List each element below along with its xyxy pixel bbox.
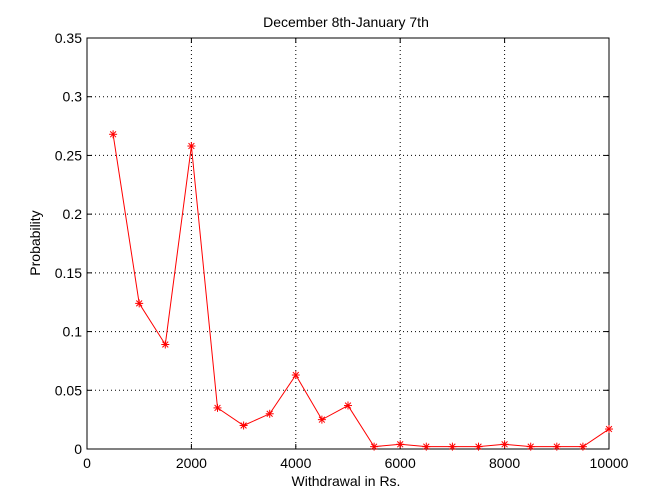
- chart-title: December 8th-January 7th: [263, 14, 429, 30]
- y-tick-label: 0.35: [55, 30, 82, 46]
- data-point-marker: [135, 299, 144, 308]
- x-tick-label: 4000: [280, 455, 311, 471]
- axis-ticks: 0 2000 4000 6000 8000 10000 0 0.05 0.1 0.15 0.2 0.2…: [55, 30, 629, 471]
- y-tick-label: 0.2: [63, 206, 83, 222]
- data-series: [109, 130, 613, 451]
- data-point-marker: [317, 415, 326, 424]
- x-axis-label: Withdrawal in Rs.: [292, 473, 401, 489]
- x-tick-label: 8000: [489, 455, 520, 471]
- grid-lines: [87, 38, 609, 449]
- y-tick-label: 0.15: [55, 265, 82, 281]
- data-point-marker: [448, 442, 457, 451]
- plot-frame: [86, 37, 610, 450]
- data-point-marker: [578, 442, 587, 451]
- x-tick-label: 0: [83, 455, 91, 471]
- data-point-marker: [474, 442, 483, 451]
- y-tick-label: 0.1: [63, 324, 83, 340]
- series-line: [112, 134, 610, 448]
- data-point-marker: [161, 340, 170, 349]
- data-point-marker: [239, 421, 248, 430]
- data-point-marker: [422, 442, 431, 451]
- data-point-marker: [213, 403, 222, 412]
- data-point-marker: [552, 442, 561, 451]
- data-point-marker: [109, 130, 118, 139]
- y-tick-label: 0.25: [55, 147, 82, 163]
- data-point-marker: [370, 442, 379, 451]
- data-point-marker: [500, 440, 509, 449]
- data-point-marker: [344, 401, 352, 410]
- data-point-marker: [396, 440, 405, 449]
- data-point-marker: [605, 425, 613, 434]
- y-tick-label: 0.05: [55, 382, 82, 398]
- y-tick-label: 0: [74, 441, 82, 457]
- data-point-marker: [187, 142, 196, 151]
- x-tick-label: 2000: [176, 455, 207, 471]
- y-tick-label: 0.3: [63, 89, 83, 105]
- x-tick-label: 10000: [590, 455, 629, 471]
- data-point-marker: [265, 409, 274, 418]
- x-tick-label: 6000: [385, 455, 416, 471]
- data-point-marker: [291, 371, 300, 380]
- y-axis-label: Probability: [27, 210, 43, 275]
- data-point-marker: [526, 442, 535, 451]
